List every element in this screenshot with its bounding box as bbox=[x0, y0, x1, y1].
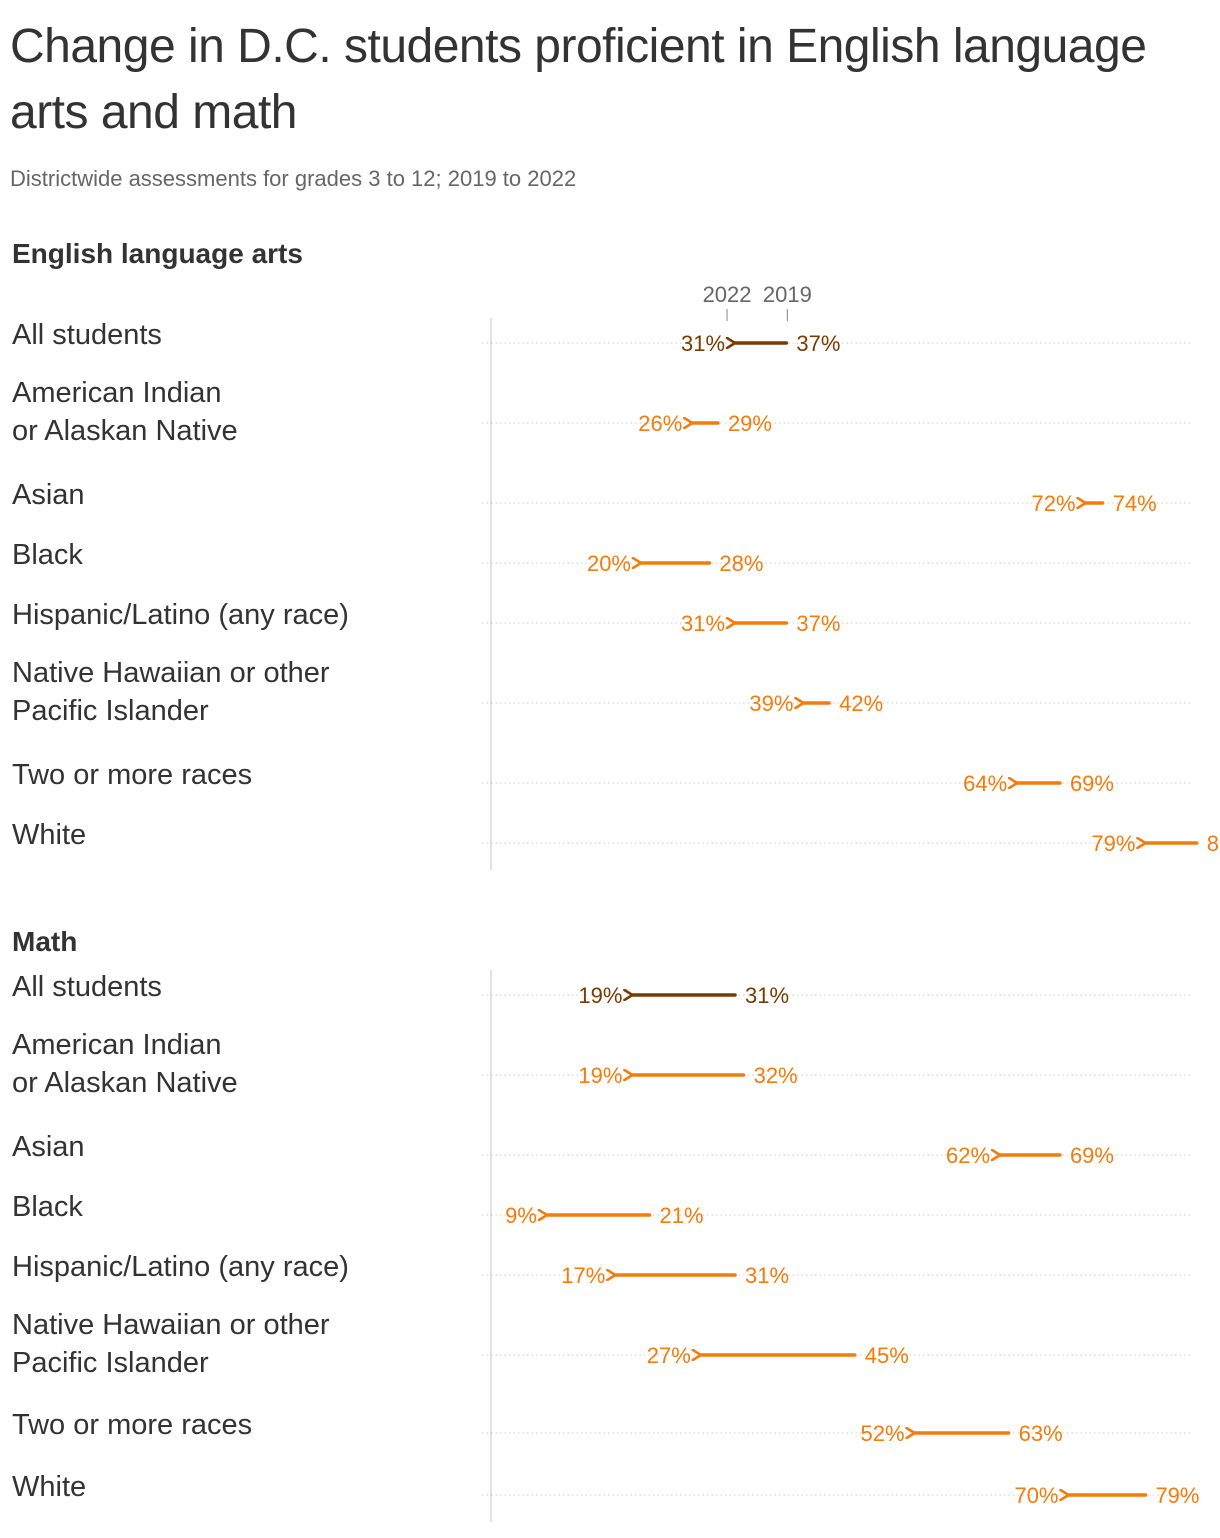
row-label-line: or Alaskan Native bbox=[12, 415, 238, 447]
row-all-students: All students 31% 37% bbox=[12, 319, 1190, 356]
value-2019: 37% bbox=[796, 611, 840, 636]
value-2019: 28% bbox=[719, 551, 763, 576]
value-2022: 27% bbox=[647, 1343, 691, 1368]
row-label-line: All students bbox=[12, 319, 162, 351]
row-label-line: Two or more races bbox=[12, 1409, 252, 1441]
row-white: White 79% 85% bbox=[12, 819, 1220, 856]
row-label-line: White bbox=[12, 1471, 86, 1503]
value-2022: 17% bbox=[561, 1263, 605, 1288]
row-label-line: Black bbox=[12, 539, 83, 571]
value-2019: 45% bbox=[865, 1343, 909, 1368]
row-label-line: White bbox=[12, 819, 86, 851]
row-label-line: Two or more races bbox=[12, 759, 252, 791]
value-2022: 79% bbox=[1091, 831, 1135, 856]
value-2022: 64% bbox=[963, 771, 1007, 796]
panel-title: English language arts bbox=[12, 238, 303, 269]
value-2019: 29% bbox=[728, 411, 772, 436]
row-label-line: Black bbox=[12, 1191, 83, 1223]
row-american-indian-or-alaskan-native: American Indian or Alaskan Native 26% 29% bbox=[12, 377, 1190, 447]
value-2022: 52% bbox=[861, 1421, 905, 1446]
value-2019: 63% bbox=[1019, 1421, 1063, 1446]
row-native-hawaiian-or-other-pacific-islander: Native Hawaiian or other Pacific Islander… bbox=[12, 657, 1190, 727]
value-2022: 72% bbox=[1032, 491, 1076, 516]
chart-subtitle: Districtwide assessments for grades 3 to… bbox=[10, 166, 577, 191]
value-2019: 32% bbox=[754, 1063, 798, 1088]
value-2019: 85% bbox=[1207, 831, 1220, 856]
row-label: American Indian or Alaskan Native bbox=[12, 1029, 238, 1099]
row-white: White 70% 79% bbox=[12, 1471, 1199, 1508]
row-label: All students bbox=[12, 971, 162, 1003]
row-two-or-more-races: Two or more races 64% 69% bbox=[12, 759, 1190, 796]
value-2022: 19% bbox=[578, 1063, 622, 1088]
row-label: Asian bbox=[12, 1131, 85, 1163]
row-label: Hispanic/Latino (any race) bbox=[12, 1251, 349, 1283]
row-black: Black 20% 28% bbox=[12, 539, 1190, 576]
value-2019: 37% bbox=[796, 331, 840, 356]
value-2019: 79% bbox=[1155, 1483, 1199, 1508]
value-2019: 69% bbox=[1070, 771, 1114, 796]
chart-title: Change in D.C. students proficient in En… bbox=[10, 20, 1147, 139]
value-2022: 70% bbox=[1014, 1483, 1058, 1508]
row-hispanic-latino-any-race-: Hispanic/Latino (any race) 17% 31% bbox=[12, 1251, 1190, 1288]
value-2022: 20% bbox=[587, 551, 631, 576]
value-2019: 31% bbox=[745, 983, 789, 1008]
row-label: Black bbox=[12, 539, 83, 571]
row-label-line: Hispanic/Latino (any race) bbox=[12, 599, 349, 631]
row-label: Two or more races bbox=[12, 759, 252, 791]
row-asian: Asian 72% 74% bbox=[12, 479, 1190, 516]
row-label: White bbox=[12, 1471, 86, 1503]
row-two-or-more-races: Two or more races 52% 63% bbox=[12, 1409, 1190, 1446]
row-label: All students bbox=[12, 319, 162, 351]
row-label-line: All students bbox=[12, 971, 162, 1003]
row-asian: Asian 62% 69% bbox=[12, 1131, 1190, 1168]
value-2022: 19% bbox=[578, 983, 622, 1008]
value-2022: 62% bbox=[946, 1143, 990, 1168]
value-2019: 74% bbox=[1113, 491, 1157, 516]
row-label: Two or more races bbox=[12, 1409, 252, 1441]
value-2019: 31% bbox=[745, 1263, 789, 1288]
value-2022: 26% bbox=[638, 411, 682, 436]
row-label: White bbox=[12, 819, 86, 851]
value-2022: 31% bbox=[681, 611, 725, 636]
row-label-line: Hispanic/Latino (any race) bbox=[12, 1251, 349, 1283]
row-label: Native Hawaiian or other Pacific Islander bbox=[12, 657, 330, 727]
row-label: Black bbox=[12, 1191, 83, 1223]
row-label-line: Pacific Islander bbox=[12, 1347, 209, 1379]
panel-math: Math All students 19% 31% American Indian or … bbox=[12, 926, 1199, 1522]
row-label: Hispanic/Latino (any race) bbox=[12, 599, 349, 631]
row-native-hawaiian-or-other-pacific-islander: Native Hawaiian or other Pacific Islander… bbox=[12, 1309, 1190, 1379]
row-label: American Indian or Alaskan Native bbox=[12, 377, 238, 447]
panel-english: English language arts 2022 2019 All student… bbox=[12, 238, 1220, 870]
value-2019: 69% bbox=[1070, 1143, 1114, 1168]
value-2022: 39% bbox=[749, 691, 793, 716]
row-label: Native Hawaiian or other Pacific Islander bbox=[12, 1309, 330, 1379]
row-label: Asian bbox=[12, 479, 85, 511]
year-label-2019: 2019 bbox=[763, 282, 812, 307]
row-american-indian-or-alaskan-native: American Indian or Alaskan Native 19% 32% bbox=[12, 1029, 1190, 1099]
row-label-line: American Indian bbox=[12, 1029, 222, 1061]
value-2022: 9% bbox=[505, 1203, 537, 1228]
row-all-students: All students 19% 31% bbox=[12, 971, 1190, 1008]
panel-title: Math bbox=[12, 926, 77, 957]
row-label-line: Native Hawaiian or other bbox=[12, 1309, 330, 1341]
row-black: Black 9% 21% bbox=[12, 1191, 1190, 1228]
year-label-2022: 2022 bbox=[703, 282, 752, 307]
row-label-line: American Indian bbox=[12, 377, 222, 409]
row-label-line: Native Hawaiian or other bbox=[12, 657, 330, 689]
row-label-line: Pacific Islander bbox=[12, 695, 209, 727]
value-2019: 42% bbox=[839, 691, 883, 716]
row-hispanic-latino-any-race-: Hispanic/Latino (any race) 31% 37% bbox=[12, 599, 1190, 636]
row-label-line: Asian bbox=[12, 1131, 85, 1163]
value-2019: 21% bbox=[660, 1203, 704, 1228]
row-label-line: Asian bbox=[12, 479, 85, 511]
value-2022: 31% bbox=[681, 331, 725, 356]
row-label-line: or Alaskan Native bbox=[12, 1067, 238, 1099]
